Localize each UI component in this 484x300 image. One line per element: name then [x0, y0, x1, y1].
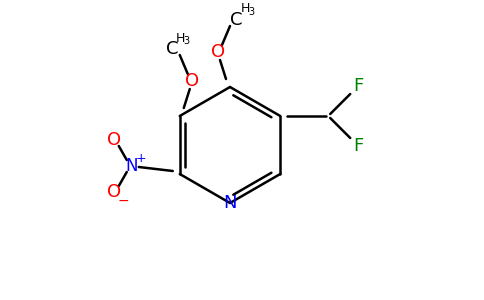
Text: O: O	[185, 72, 199, 90]
Text: C: C	[166, 40, 178, 58]
Text: 3: 3	[248, 7, 254, 17]
Text: +: +	[136, 152, 146, 164]
Text: H: H	[241, 2, 250, 16]
Text: H: H	[176, 32, 185, 44]
Text: −: −	[118, 194, 130, 208]
Text: O: O	[106, 131, 121, 149]
Text: N: N	[125, 157, 138, 175]
Text: F: F	[353, 77, 363, 95]
Text: 3: 3	[184, 36, 190, 46]
Text: N: N	[223, 194, 237, 212]
Text: O: O	[106, 183, 121, 201]
Text: O: O	[211, 43, 225, 61]
Text: C: C	[230, 11, 242, 29]
Text: F: F	[353, 137, 363, 155]
